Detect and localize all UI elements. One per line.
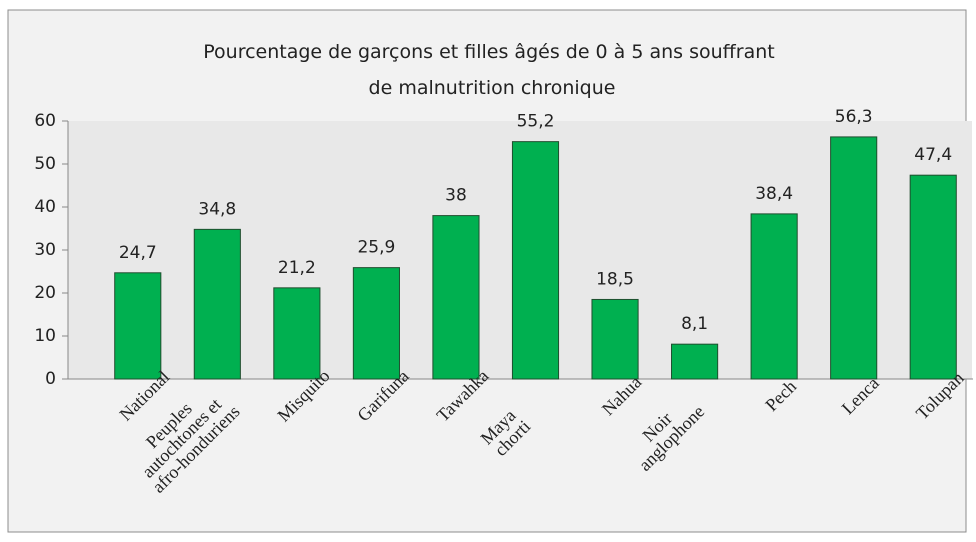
bar (273, 287, 321, 380)
bar (671, 343, 719, 380)
y-tick-label: 20 (34, 283, 56, 303)
bar (511, 141, 560, 380)
bar (591, 298, 639, 380)
data-label: 25,9 (357, 238, 395, 258)
data-label: 34,8 (198, 199, 236, 219)
data-label: 47,4 (914, 145, 952, 165)
data-label: 21,2 (278, 258, 316, 278)
bar (909, 174, 957, 380)
y-tick-label: 10 (34, 326, 56, 346)
y-tick-label: 0 (45, 369, 56, 389)
bar (432, 215, 480, 380)
chart-title: Pourcentage de garçons et filles âgés de… (203, 41, 781, 99)
data-label: 38 (445, 186, 467, 206)
bar (114, 272, 162, 380)
y-tick-label: 40 (34, 197, 56, 217)
data-label: 18,5 (596, 269, 634, 289)
data-label: 8,1 (681, 314, 708, 334)
data-label: 56,3 (835, 107, 873, 127)
y-tick-label: 30 (34, 240, 56, 260)
bar (352, 267, 400, 380)
data-label: 55,2 (517, 112, 555, 132)
data-label: 38,4 (755, 184, 793, 204)
bar (750, 213, 798, 380)
bar (830, 136, 878, 380)
y-tick-label: 60 (34, 111, 56, 131)
data-label: 24,7 (119, 243, 157, 263)
bar (193, 228, 241, 380)
y-tick-label: 50 (34, 154, 56, 174)
